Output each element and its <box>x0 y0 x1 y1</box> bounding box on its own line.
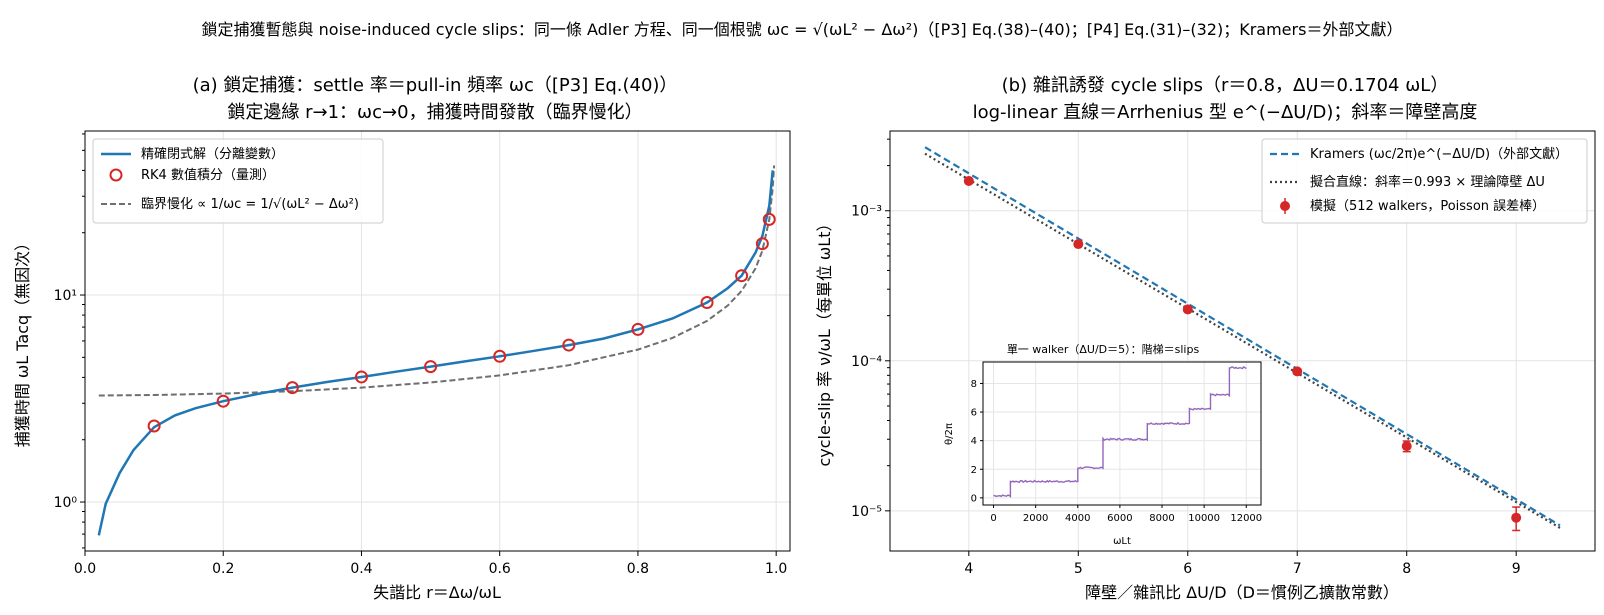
series-critical-slowing <box>98 165 776 397</box>
x-tick-label: 9 <box>1512 561 1521 577</box>
inset-x-tick-label: 12000 <box>1230 513 1262 524</box>
rk4-point <box>755 237 769 251</box>
series-exact-solution <box>97 170 774 536</box>
inset-ticks: 0 2000 4000 6000 8000 10000 12000 0 2 4 6 8 <box>971 379 1263 524</box>
legend-label-kramers: Kramers (ωc/2π)e^(−ΔU/D)（外部文獻） <box>1310 146 1568 162</box>
x-tick-label: 0.4 <box>350 561 372 577</box>
panel-b-legend: Kramers (ωc/2π)e^(−ΔU/D)（外部文獻） 擬合直線：斜率＝0… <box>1261 138 1588 224</box>
panel-a-legend: 精確閉式解（分離變數） RK4 數值積分（量測） 臨界慢化 ∝ 1/ωc = 1… <box>92 138 384 224</box>
sim-point <box>1511 512 1522 523</box>
panel-b-plot <box>924 146 1561 532</box>
inset-title: 單一 walker（ΔU/D＝5）：階梯＝slips <box>1007 342 1200 356</box>
figure-suptitle: 鎖定捕獲暫態與 noise-induced cycle slips：同一條 Ad… <box>202 20 1403 39</box>
inset-x-tick-label: 4000 <box>1065 513 1090 524</box>
sim-point <box>1401 441 1412 452</box>
x-tick-label: 4 <box>964 561 973 577</box>
panel-b-ticks: 4 5 6 7 8 9 10⁻⁵ 10⁻⁴ 10⁻³ <box>851 138 1521 577</box>
inset-xlabel: ωLt <box>1113 536 1131 547</box>
x-tick-label: 0.0 <box>74 561 96 577</box>
y-tick-label: 10¹ <box>54 288 77 304</box>
x-tick-label: 5 <box>1074 561 1083 577</box>
panel-a-xlabel: 失諧比 r＝Δω/ωL <box>373 583 501 602</box>
inset-x-tick-label: 6000 <box>1107 513 1132 524</box>
rk4-point <box>354 370 368 384</box>
sim-point <box>1292 366 1303 377</box>
legend-label-critical: 臨界慢化 ∝ 1/ωc = 1/√(ωL² − Δω²) <box>141 196 359 212</box>
legend-label-exact: 精確閉式解（分離變數） <box>141 146 284 162</box>
inset-x-tick-label: 8000 <box>1149 513 1174 524</box>
panel-b-ylabel: cycle-slip 率 ν/ωL（每單位 ωLt） <box>815 216 834 467</box>
rk4-point <box>700 296 714 310</box>
inset-ylabel: θ/2π <box>944 423 955 445</box>
x-tick-label: 8 <box>1402 561 1411 577</box>
legend-label-fit: 擬合直線：斜率＝0.993 × 理論障壁 ΔU <box>1310 174 1545 190</box>
panel-a-ticks: 0.0 0.2 0.4 0.6 0.8 1.0 10⁰ 10¹ <box>54 133 787 577</box>
rk4-point <box>562 338 576 352</box>
rk4-point <box>216 394 230 408</box>
y-tick-label: 10⁻⁵ <box>851 504 882 520</box>
rk4-point <box>285 381 299 395</box>
rk4-point <box>631 322 645 336</box>
panel-b-frame <box>889 130 1596 552</box>
panel-a: (a) 鎖定捕獲：settle 率＝pull-in 頻率 ωc（[P3] Eq.… <box>13 75 791 602</box>
inset-y-tick-label: 4 <box>971 436 977 447</box>
inset-x-tick-label: 0 <box>990 513 996 524</box>
rk4-point <box>424 360 438 374</box>
legend-swatch-rk4 <box>109 168 123 182</box>
legend-frame <box>1261 138 1588 224</box>
x-tick-label: 1.0 <box>765 561 787 577</box>
legend-label-rk4: RK4 數值積分（量測） <box>141 167 275 183</box>
series-kramers <box>924 146 1561 527</box>
x-tick-label: 0.8 <box>627 561 649 577</box>
legend-label-sim: 模擬（512 walkers，Poisson 誤差棒） <box>1310 198 1545 214</box>
sim-point <box>1182 304 1193 315</box>
inset-y-tick-label: 6 <box>971 408 977 419</box>
panel-b-title: (b) 雜訊誘發 cycle slips（r＝0.8，ΔU＝0.1704 ωL） <box>1002 75 1449 96</box>
inset-y-tick-label: 8 <box>971 379 977 390</box>
rk4-point <box>762 212 776 226</box>
legend-swatch-sim <box>1280 201 1290 211</box>
x-tick-label: 0.2 <box>212 561 234 577</box>
x-tick-label: 7 <box>1293 561 1302 577</box>
sim-point <box>1073 239 1084 250</box>
panel-a-title: (a) 鎖定捕獲：settle 率＝pull-in 頻率 ωc（[P3] Eq.… <box>193 75 678 96</box>
panel-a-plot <box>97 165 776 536</box>
panel-b-xlabel: 障壁／雜訊比 ΔU/D（D＝慣例乙擴散常數） <box>1085 583 1399 602</box>
sim-point <box>963 175 974 186</box>
panel-b-subtitle: log-linear 直線＝Arrhenius 型 e^(−ΔU/D)；斜率＝障… <box>973 102 1478 123</box>
panel-b: (b) 雜訊誘發 cycle slips（r＝0.8，ΔU＝0.1704 ωL）… <box>815 75 1596 602</box>
y-tick-label: 10⁻⁴ <box>851 354 882 370</box>
y-tick-label: 10⁻³ <box>851 204 882 220</box>
rk4-point <box>735 269 749 283</box>
rk4-point <box>493 349 507 363</box>
panel-a-ylabel: 捕獲時間 ωL Tacq（無因次） <box>13 235 32 447</box>
x-tick-label: 6 <box>1183 561 1192 577</box>
rk4-point <box>147 419 161 433</box>
inset-y-tick-label: 0 <box>971 493 977 504</box>
inset-y-tick-label: 2 <box>971 465 977 476</box>
inset-x-tick-label: 10000 <box>1188 513 1220 524</box>
x-tick-label: 0.6 <box>489 561 511 577</box>
inset-walker-trace <box>993 365 1247 498</box>
panel-a-subtitle: 鎖定邊緣 r→1：ωc→0，捕獲時間發散（臨界慢化） <box>227 102 642 123</box>
inset-frame <box>982 361 1262 506</box>
inset-x-tick-label: 2000 <box>1023 513 1048 524</box>
legend-frame <box>92 138 384 224</box>
panel-b-inset: 單一 walker（ΔU/D＝5）：階梯＝slips 0 2000 4000 6000… <box>944 342 1262 547</box>
inset-plot <box>993 365 1247 498</box>
y-tick-label: 10⁰ <box>54 495 78 511</box>
